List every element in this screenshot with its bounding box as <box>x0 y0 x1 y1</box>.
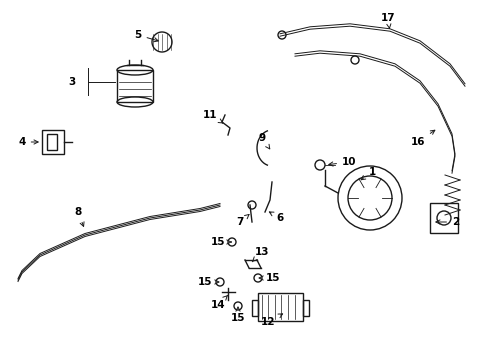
Text: 15: 15 <box>259 273 280 283</box>
Text: 6: 6 <box>269 212 283 223</box>
Bar <box>42 130 64 154</box>
Text: 5: 5 <box>134 30 158 42</box>
Text: 1: 1 <box>361 167 375 180</box>
Text: 10: 10 <box>328 157 356 167</box>
Bar <box>47 134 57 150</box>
Text: 13: 13 <box>252 247 269 262</box>
Text: 11: 11 <box>203 110 223 123</box>
Bar <box>429 203 457 233</box>
Text: 7: 7 <box>236 215 248 227</box>
Text: 15: 15 <box>197 277 219 287</box>
Bar <box>303 300 308 316</box>
Bar <box>117 70 153 102</box>
Text: 3: 3 <box>68 77 76 87</box>
Text: 9: 9 <box>258 133 269 149</box>
Text: 12: 12 <box>260 314 282 327</box>
Text: 2: 2 <box>435 217 458 227</box>
Text: 4: 4 <box>18 137 38 147</box>
Text: 16: 16 <box>410 130 434 147</box>
Text: 17: 17 <box>380 13 394 29</box>
Text: 8: 8 <box>74 207 84 226</box>
Bar <box>251 300 258 316</box>
Bar <box>258 293 303 321</box>
Text: 14: 14 <box>210 295 227 310</box>
Text: 15: 15 <box>210 237 231 247</box>
Text: 15: 15 <box>230 307 245 323</box>
